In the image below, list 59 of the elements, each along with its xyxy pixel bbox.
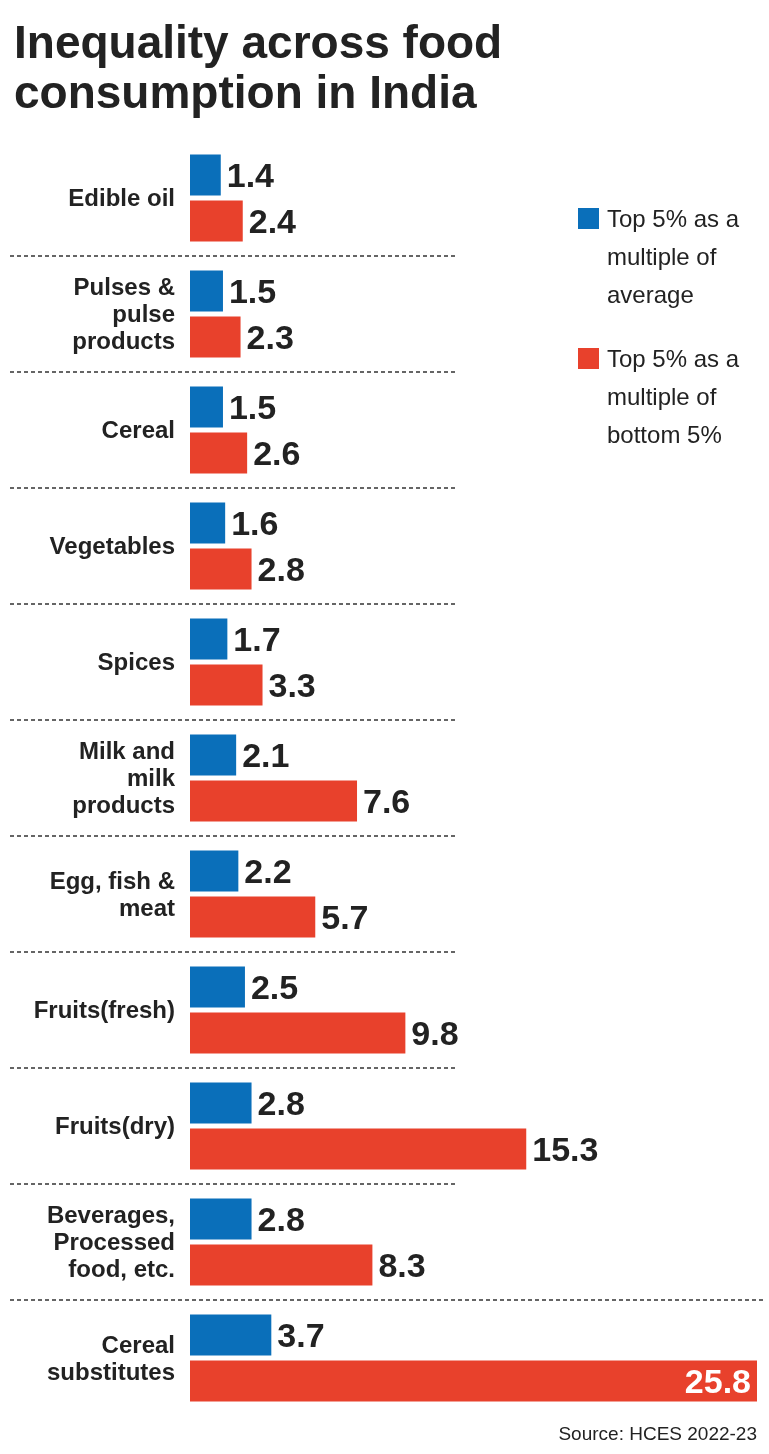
data-label: 9.8 [411, 1014, 459, 1052]
y-tick-label: Edible oil [68, 184, 175, 211]
bar [190, 664, 263, 706]
chart-title: Inequality across food consumption in India [14, 16, 503, 118]
data-label: 25.8 [684, 1362, 751, 1400]
bar [190, 1012, 406, 1054]
y-tick-label: Fruits(fresh) [33, 996, 175, 1023]
legend-label: Top 5% as a multiple of bottom 5% [607, 345, 740, 448]
bar [190, 896, 316, 938]
data-label: 2.5 [250, 968, 299, 1006]
data-label: 3.7 [277, 1316, 325, 1354]
y-tick-label: Spices [97, 648, 175, 675]
data-label: 2.4 [248, 202, 297, 240]
bar [190, 1082, 252, 1124]
bar [190, 316, 241, 358]
y-tick-label: Egg, fish & meat [49, 866, 175, 921]
bar [190, 1244, 373, 1286]
y-tick-label: Fruits(dry) [55, 1112, 175, 1139]
bar [190, 1360, 757, 1402]
data-label: 1.7 [233, 620, 281, 658]
y-tick-label: Milk and milk products [72, 737, 176, 818]
bar [190, 850, 239, 892]
bar [190, 1314, 272, 1356]
bar [190, 548, 252, 590]
y-tick-label: Cereal [101, 416, 175, 443]
data-label: 1.4 [226, 156, 275, 194]
bar [190, 200, 243, 242]
data-label: 2.8 [257, 550, 305, 588]
data-label: 2.1 [242, 736, 290, 774]
data-label: 1.5 [228, 272, 277, 310]
bar [190, 618, 228, 660]
y-tick-label: Beverages, Processed food, etc. [46, 1201, 175, 1282]
data-label: 8.3 [378, 1246, 426, 1284]
data-label: 2.6 [253, 434, 301, 472]
legend-label: Top 5% as a multiple of average [607, 205, 740, 308]
y-tick-label: Cereal substitutes [46, 1330, 175, 1385]
bar [190, 386, 223, 428]
bar [190, 432, 248, 474]
source-note: Source: HCES 2022-23 [558, 1423, 757, 1444]
data-label: 2.3 [246, 318, 294, 356]
bar [190, 154, 221, 196]
data-label: 7.6 [363, 782, 411, 820]
data-label: 2.2 [244, 852, 292, 890]
bar [190, 270, 223, 312]
bar [190, 502, 226, 544]
bar [190, 1128, 527, 1170]
data-label: 1.6 [231, 504, 279, 542]
data-label: 3.3 [268, 666, 316, 704]
y-tick-label: Pulses & pulse products [72, 273, 175, 354]
data-label: 1.5 [228, 388, 277, 426]
bar [190, 1198, 252, 1240]
data-label: 2.8 [257, 1084, 305, 1122]
y-tick-label: Vegetables [49, 532, 175, 559]
data-label: 2.8 [257, 1200, 305, 1238]
bar [190, 734, 237, 776]
bar [190, 966, 245, 1008]
data-label: 15.3 [532, 1130, 599, 1168]
bar [190, 780, 358, 822]
data-label: 5.7 [321, 898, 369, 936]
